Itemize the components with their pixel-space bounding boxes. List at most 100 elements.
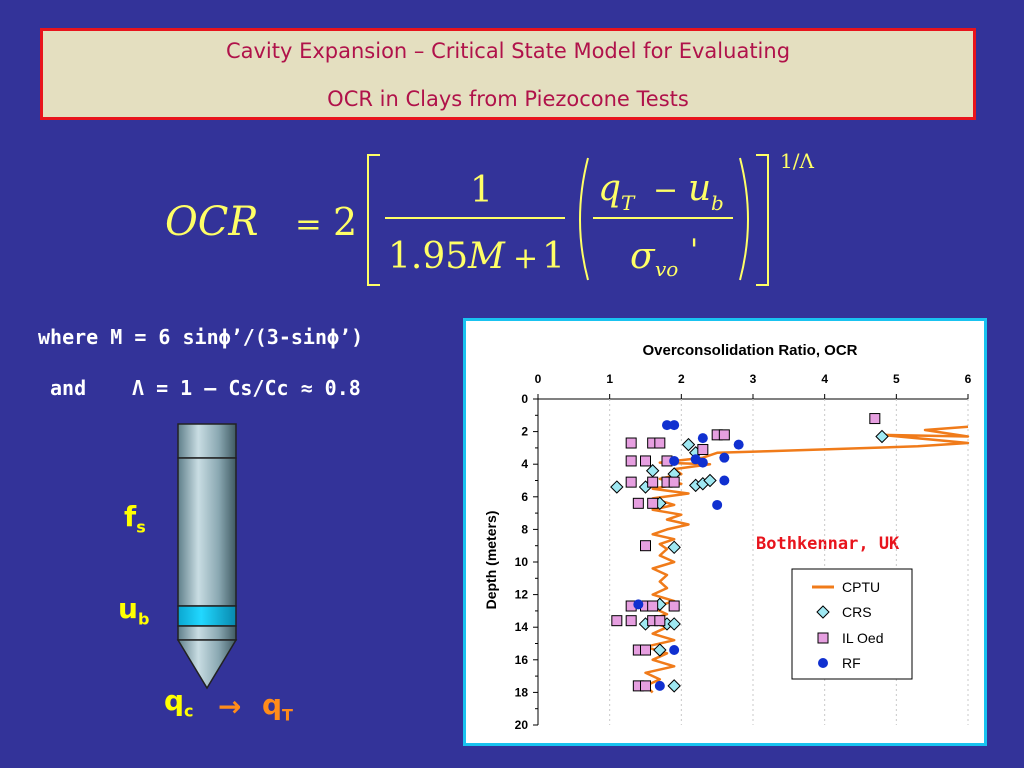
eq-lhs: OCR <box>165 199 259 245</box>
x-tick-label: 6 <box>965 372 972 386</box>
legend-swatch-rf <box>818 658 828 668</box>
rf-point <box>697 433 708 444</box>
left-paren <box>579 157 589 281</box>
iloed-point <box>625 615 637 627</box>
crs-point <box>875 429 889 444</box>
title-line-1: Cavity Expansion – Critical State Model … <box>225 39 791 63</box>
y-tick-label: 14 <box>515 620 529 634</box>
y-tick-label: 12 <box>515 588 529 602</box>
rf-point <box>733 439 744 450</box>
chart-title: Overconsolidation Ratio, OCR <box>642 342 857 359</box>
iloed-point <box>640 455 651 467</box>
eq-q-sub: T <box>621 191 636 215</box>
crs-point <box>667 679 681 693</box>
legend-swatch-crs <box>816 605 830 619</box>
cone-shoulder <box>177 625 237 641</box>
site-annotation: Bothkennar, UK <box>756 534 900 554</box>
iloed-point <box>718 429 730 441</box>
friction-sleeve <box>177 457 237 607</box>
ub-label: ub <box>118 592 150 629</box>
iloed-point <box>647 497 659 509</box>
crs-point <box>645 464 660 478</box>
rf-point <box>669 420 680 431</box>
qt-label: qT <box>262 688 293 725</box>
crs-point <box>653 643 667 657</box>
iloed-point <box>625 437 637 449</box>
legend-label-rf: RF <box>842 655 861 671</box>
iloed-point <box>640 540 651 552</box>
ocr-depth-chart: Overconsolidation Ratio, OCR Depth (mete… <box>483 342 972 732</box>
eq-equals: = <box>295 205 322 243</box>
eq-exponent: 1/Λ <box>780 149 814 173</box>
chart-panel: Overconsolidation Ratio, OCR Depth (mete… <box>463 318 987 746</box>
rf-point <box>654 680 665 691</box>
x-tick-label: 2 <box>678 372 685 386</box>
porous-filter <box>177 605 237 627</box>
and-label: and <box>50 376 87 400</box>
eq-u-sub: b <box>711 191 724 215</box>
eq-coefficient: 2 <box>333 200 357 244</box>
y-tick-label: 18 <box>515 685 529 699</box>
rf-point <box>669 455 680 466</box>
qc-label: qc <box>164 684 194 721</box>
chart-legend: CPTU CRS IL Oed RF <box>791 568 913 680</box>
iloed-point <box>647 476 659 488</box>
legend-swatch-iloed <box>817 632 829 644</box>
eq-den-b: 1 <box>542 236 565 277</box>
iloed-point <box>654 437 666 449</box>
eq-den-a: 1.95 <box>388 236 468 277</box>
x-tick-label: 3 <box>750 372 757 386</box>
y-tick-label: 4 <box>521 457 528 471</box>
eq-prime: ' <box>690 233 698 268</box>
x-tick-label: 1 <box>606 372 613 386</box>
x-tick-label: 4 <box>821 372 828 386</box>
title-line-2: OCR in Clays from Piezocone Tests <box>327 87 689 111</box>
y-tick-label: 20 <box>515 718 529 732</box>
y-tick-label: 0 <box>521 392 528 406</box>
crs-point <box>667 617 681 631</box>
arrow-label: → <box>218 690 242 723</box>
eq-sigma-sub: vo <box>655 257 678 281</box>
fs-label: fs <box>124 500 146 537</box>
eq-den-m: M <box>467 236 506 277</box>
iloed-point <box>625 476 637 488</box>
crs-point <box>667 540 681 555</box>
rf-point <box>719 452 730 463</box>
rf-point <box>662 420 672 431</box>
x-tick-label: 0 <box>535 372 542 386</box>
y-tick-label: 8 <box>521 522 528 536</box>
iloed-point <box>654 615 666 627</box>
iloed-point <box>640 680 651 692</box>
eq-minus: − <box>653 173 678 208</box>
rf-point <box>669 645 680 656</box>
eq-u: u <box>688 168 711 209</box>
y-tick-label: 10 <box>515 555 529 569</box>
eq-sigma: σ <box>630 236 656 277</box>
rf-point <box>633 599 644 610</box>
legend-label-cptu: CPTU <box>842 579 880 595</box>
lambda-definition: Λ = 1 – Cs/Cc ≈ 0.8 <box>132 376 361 400</box>
ocr-equation: OCR = 2 1 1.95 M + 1 q T − u b σ vo ' 1/… <box>165 149 814 286</box>
iloed-point <box>640 644 651 656</box>
eq-den-plus: + <box>513 241 538 276</box>
rf-point <box>719 475 730 486</box>
m-definition: where M = 6 sinϕ’/(3-sinϕ’) <box>38 325 364 349</box>
iloed-point <box>647 600 659 612</box>
right-paren <box>739 157 749 281</box>
iloed-point <box>869 413 881 425</box>
eq-numerator: 1 <box>470 170 493 211</box>
iloed-point <box>625 455 637 467</box>
eq-q: q <box>598 168 621 209</box>
iloed-point <box>611 615 623 627</box>
rf-point <box>712 499 723 510</box>
iloed-point <box>668 600 680 612</box>
y-tick-label: 2 <box>521 425 528 439</box>
probe-top-section <box>177 423 237 459</box>
rf-point <box>697 457 708 468</box>
x-tick-label: 5 <box>893 372 900 386</box>
crs-point <box>610 480 624 494</box>
right-bracket <box>756 154 769 286</box>
iloed-point <box>697 444 709 456</box>
piezocone-probe <box>176 423 238 690</box>
title-box: Cavity Expansion – Critical State Model … <box>40 28 976 120</box>
